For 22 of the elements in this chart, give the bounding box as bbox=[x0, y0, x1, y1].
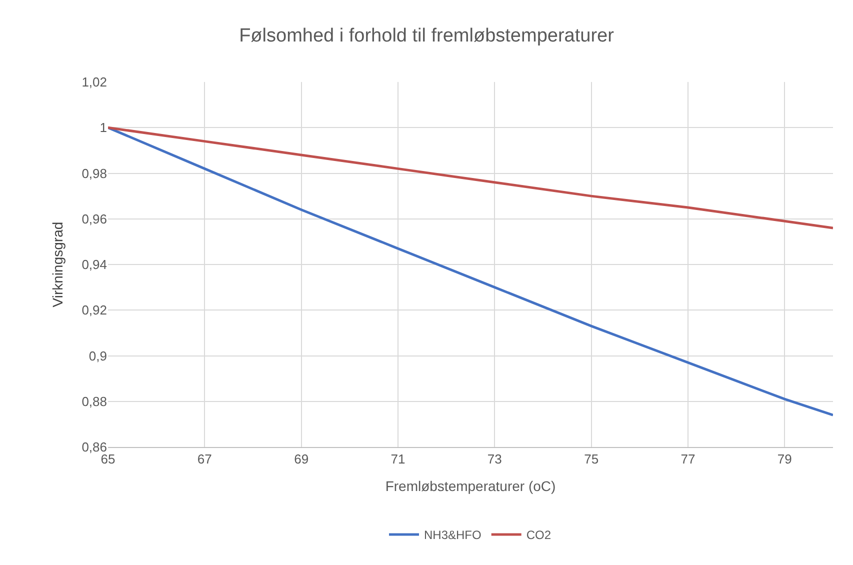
y-tick-label: 0,96 bbox=[82, 211, 107, 226]
chart-title: Følsomhed i forhold til fremløbstemperaturer bbox=[239, 26, 615, 47]
y-axis-title: Virkningsgrad bbox=[49, 222, 66, 308]
legend-label: CO2 bbox=[526, 528, 552, 542]
y-tick-label: 1 bbox=[100, 120, 107, 136]
x-tick-label: 75 bbox=[584, 452, 599, 467]
x-tick-label: 71 bbox=[390, 452, 406, 467]
x-tick-label: 73 bbox=[487, 452, 502, 467]
line-series bbox=[108, 126, 833, 416]
x-tick-label: 67 bbox=[197, 452, 212, 467]
y-tick-label: 0,94 bbox=[82, 257, 107, 272]
y-tick-label: 0,88 bbox=[82, 394, 107, 409]
x-tick-label: 77 bbox=[680, 452, 696, 467]
x-tick-label: 69 bbox=[294, 452, 309, 467]
y-tick-label: 0,98 bbox=[82, 166, 107, 181]
y-tick-label: 0,92 bbox=[82, 302, 107, 318]
y-tick-label: 0,9 bbox=[88, 348, 107, 364]
x-axis-title: Fremløbstemperaturer (oC) bbox=[385, 478, 556, 494]
line-series bbox=[108, 126, 833, 230]
legend-label: NH3&HFO bbox=[424, 528, 482, 542]
y-tick-label: 1,02 bbox=[82, 74, 107, 90]
x-tick-label: 79 bbox=[777, 452, 792, 467]
